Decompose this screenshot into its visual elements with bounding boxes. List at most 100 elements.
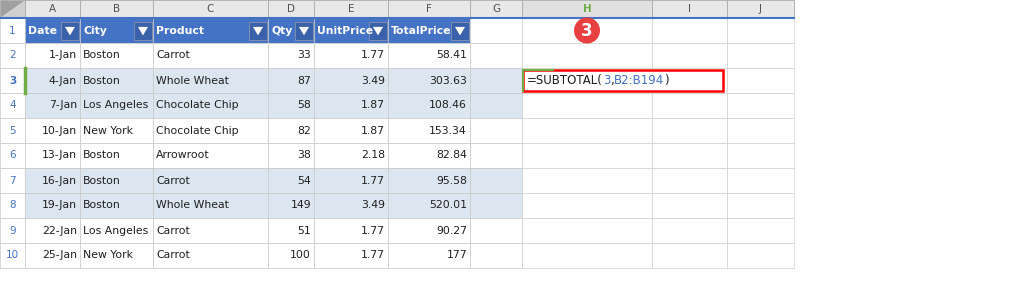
Bar — [0, 143, 25, 168]
Bar — [652, 118, 727, 143]
Text: 22-Jan: 22-Jan — [42, 226, 77, 236]
Text: 54: 54 — [297, 176, 311, 186]
Bar — [0, 193, 25, 218]
Text: 1-Jan: 1-Jan — [49, 51, 77, 60]
Text: 10: 10 — [6, 250, 19, 260]
Text: 1.77: 1.77 — [361, 250, 385, 260]
Text: New York: New York — [83, 250, 133, 260]
Bar — [388, 18, 470, 43]
Text: 51: 51 — [297, 226, 311, 236]
Text: 177: 177 — [446, 250, 467, 260]
Text: 1.87: 1.87 — [361, 101, 385, 110]
Bar — [25, 18, 80, 43]
Text: Boston: Boston — [83, 51, 121, 60]
Bar — [470, 68, 522, 93]
Bar — [652, 143, 727, 168]
Bar — [314, 18, 388, 43]
Bar — [470, 18, 522, 43]
Text: 7: 7 — [9, 176, 15, 186]
Bar — [314, 143, 388, 168]
Text: ): ) — [665, 74, 669, 87]
Bar — [314, 93, 388, 118]
Bar — [268, 43, 314, 68]
Bar — [80, 0, 153, 18]
Bar — [25, 43, 80, 68]
Bar — [522, 243, 652, 268]
Bar — [268, 93, 314, 118]
Bar — [25, 143, 80, 168]
Text: 13-Jan: 13-Jan — [42, 150, 77, 160]
Text: New York: New York — [83, 126, 133, 136]
Bar — [314, 243, 388, 268]
Bar — [268, 0, 314, 18]
Bar — [451, 22, 469, 39]
Polygon shape — [253, 27, 263, 35]
Bar — [369, 22, 387, 39]
Bar — [80, 18, 153, 43]
Bar — [80, 43, 153, 68]
Text: City: City — [83, 25, 106, 36]
Bar — [522, 193, 652, 218]
Bar — [25, 118, 80, 143]
Bar — [268, 118, 314, 143]
Polygon shape — [373, 27, 383, 35]
Bar — [0, 243, 25, 268]
Text: 153.34: 153.34 — [429, 126, 467, 136]
Text: 100: 100 — [290, 250, 311, 260]
Text: D: D — [287, 4, 295, 14]
Bar — [652, 168, 727, 193]
Text: 7-Jan: 7-Jan — [49, 101, 77, 110]
Bar — [522, 118, 652, 143]
Text: ,: , — [610, 74, 614, 87]
Bar — [153, 43, 268, 68]
Bar — [470, 93, 522, 118]
Bar — [388, 68, 470, 93]
Bar — [314, 68, 388, 93]
Bar — [153, 243, 268, 268]
Bar — [25, 193, 80, 218]
Bar — [470, 118, 522, 143]
Text: Chocolate Chip: Chocolate Chip — [156, 101, 239, 110]
Bar — [295, 22, 313, 39]
Bar — [268, 168, 314, 193]
Text: 8: 8 — [9, 200, 15, 210]
Text: J: J — [759, 4, 762, 14]
Bar — [153, 93, 268, 118]
Bar — [727, 43, 794, 68]
Bar — [470, 243, 522, 268]
Text: Boston: Boston — [83, 200, 121, 210]
Circle shape — [574, 17, 600, 44]
Bar — [0, 168, 25, 193]
Polygon shape — [138, 27, 148, 35]
Text: B: B — [113, 4, 120, 14]
Text: 3.49: 3.49 — [361, 75, 385, 86]
Bar — [522, 68, 652, 93]
Text: Carrot: Carrot — [156, 226, 189, 236]
Text: 3: 3 — [603, 74, 610, 87]
Bar — [268, 18, 314, 43]
Bar — [652, 18, 727, 43]
Bar — [25, 243, 80, 268]
Text: 87: 87 — [297, 75, 311, 86]
Bar — [470, 168, 522, 193]
Text: 4: 4 — [9, 101, 15, 110]
Bar — [727, 218, 794, 243]
Bar — [652, 218, 727, 243]
Text: TotalPrice: TotalPrice — [391, 25, 452, 36]
Bar — [388, 168, 470, 193]
Bar — [652, 0, 727, 18]
Bar — [727, 68, 794, 93]
Bar — [652, 68, 727, 93]
Text: 9: 9 — [9, 226, 15, 236]
Text: B2:B194: B2:B194 — [614, 74, 665, 87]
Bar — [153, 218, 268, 243]
Bar — [80, 118, 153, 143]
Bar — [268, 193, 314, 218]
Bar — [25, 93, 80, 118]
Bar — [80, 143, 153, 168]
Text: Boston: Boston — [83, 176, 121, 186]
Bar — [727, 18, 794, 43]
Text: Arrowroot: Arrowroot — [156, 150, 210, 160]
Bar — [388, 243, 470, 268]
Bar — [0, 0, 25, 18]
